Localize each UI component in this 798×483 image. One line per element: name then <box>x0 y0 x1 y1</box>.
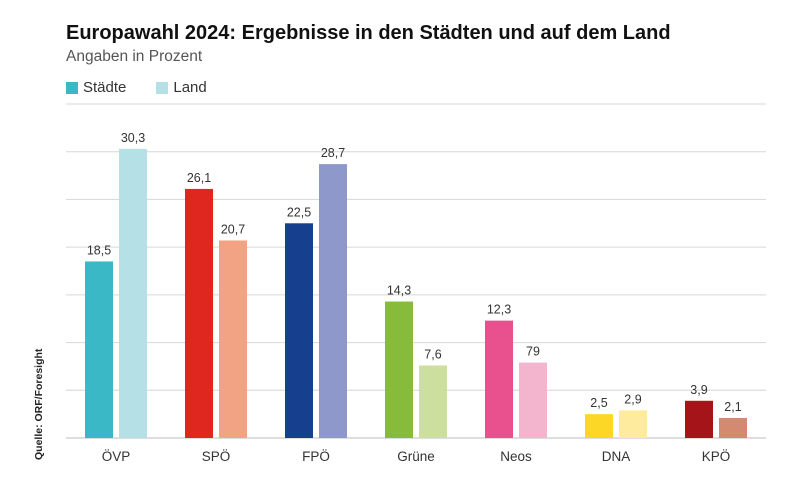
value-label-staedte-1: 26,1 <box>187 171 211 185</box>
category-label-5: DNA <box>602 449 631 464</box>
value-label-staedte-4: 12,3 <box>487 303 511 317</box>
bar-land-2 <box>319 164 347 438</box>
legend-item-staedte: Städte <box>66 79 126 96</box>
legend-swatch-staedte <box>66 81 78 94</box>
bar-land-5 <box>619 410 647 438</box>
value-label-land-3: 7,6 <box>424 347 441 361</box>
value-label-land-4: 79 <box>526 345 540 359</box>
bar-land-6 <box>719 417 747 438</box>
category-label-4: Neos <box>500 449 532 464</box>
legend-label-land: Land <box>173 79 207 96</box>
bar-land-4 <box>519 362 547 438</box>
value-label-staedte-3: 14,3 <box>387 284 411 298</box>
bar-land-3 <box>419 365 447 438</box>
category-label-0: ÖVP <box>102 449 131 464</box>
bar-staedte-5 <box>585 414 613 438</box>
value-label-land-5: 2,9 <box>624 392 641 406</box>
category-label-3: Grüne <box>397 449 435 464</box>
category-label-2: FPÖ <box>302 449 330 464</box>
value-label-staedte-6: 3,9 <box>690 383 707 397</box>
chart-subtitle: Angaben in Prozent <box>66 48 203 65</box>
bar-staedte-2 <box>285 223 313 438</box>
bar-staedte-0 <box>85 261 113 438</box>
legend-swatch-land <box>156 81 169 94</box>
bar-staedte-4 <box>485 320 513 438</box>
category-label-6: KPÖ <box>702 449 731 464</box>
value-label-land-0: 30,3 <box>121 131 145 145</box>
value-label-staedte-0: 18,5 <box>87 243 111 257</box>
category-label-1: SPÖ <box>202 449 231 464</box>
legend: Städte Land <box>66 79 237 96</box>
bar-staedte-1 <box>185 188 213 438</box>
value-label-land-1: 20,7 <box>221 222 245 236</box>
bar-land-1 <box>219 240 247 438</box>
value-label-staedte-5: 2,5 <box>590 396 607 410</box>
value-label-staedte-2: 22,5 <box>287 205 311 219</box>
value-label-land-2: 28,7 <box>321 146 345 160</box>
chart-title: Europawahl 2024: Ergebnisse in den Städt… <box>66 22 671 44</box>
legend-item-land: Land <box>156 79 207 96</box>
bar-staedte-6 <box>685 400 713 438</box>
legend-label-staedte: Städte <box>83 79 127 96</box>
bar-land-0 <box>119 148 147 438</box>
value-label-land-6: 2,1 <box>724 400 741 414</box>
bar-staedte-3 <box>385 301 413 438</box>
